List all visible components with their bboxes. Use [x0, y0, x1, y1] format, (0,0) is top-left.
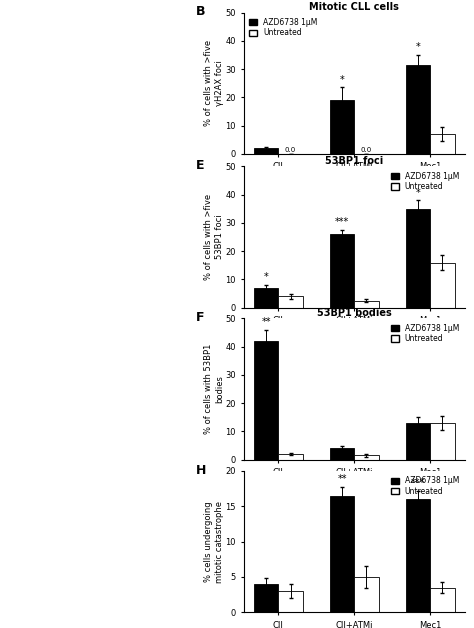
Text: ***: ***	[335, 217, 349, 227]
Bar	[278, 454, 303, 460]
Title: Mitotic CLL cells: Mitotic CLL cells	[310, 2, 399, 12]
Legend: AZD6738 1μM, Untreated: AZD6738 1μM, Untreated	[390, 170, 461, 193]
Bar	[406, 208, 430, 308]
Bar	[354, 577, 379, 612]
Legend: AZD6738 1μM, Untreated: AZD6738 1μM, Untreated	[390, 322, 461, 345]
Bar	[430, 588, 455, 612]
Bar	[354, 455, 379, 460]
Text: H: H	[196, 464, 206, 477]
Text: 0.0: 0.0	[285, 147, 296, 153]
Bar	[406, 499, 430, 612]
Bar	[254, 148, 278, 154]
Bar	[330, 448, 354, 460]
Bar	[430, 263, 455, 308]
Bar	[254, 584, 278, 612]
Y-axis label: % cells undergoing
mitotic catastrophe: % cells undergoing mitotic catastrophe	[204, 501, 224, 583]
Text: B: B	[196, 6, 205, 18]
Text: *: *	[416, 42, 420, 52]
Text: *: *	[416, 188, 420, 197]
Text: 0.0: 0.0	[361, 147, 372, 153]
Bar	[354, 301, 379, 308]
Bar	[330, 100, 354, 154]
Y-axis label: % of cells with 53BP1
bodies: % of cells with 53BP1 bodies	[204, 344, 224, 434]
Bar	[330, 234, 354, 308]
Text: **: **	[262, 317, 271, 327]
Text: F: F	[196, 311, 204, 324]
Bar	[406, 65, 430, 154]
Text: *: *	[340, 75, 345, 85]
Legend: AZD6738 1μM, Untreated: AZD6738 1μM, Untreated	[390, 475, 461, 497]
Y-axis label: % of cells with >five
γH2AX foci: % of cells with >five γH2AX foci	[204, 40, 224, 126]
Bar	[430, 423, 455, 460]
Bar	[330, 495, 354, 612]
Text: **: **	[337, 474, 347, 484]
Text: ***: ***	[411, 478, 425, 488]
Y-axis label: % of cells with >five
53BP1 foci: % of cells with >five 53BP1 foci	[204, 194, 224, 280]
Bar	[278, 296, 303, 308]
Bar	[430, 134, 455, 154]
Legend: AZD6738 1μM, Untreated: AZD6738 1μM, Untreated	[248, 16, 319, 39]
Text: E: E	[196, 160, 204, 172]
Bar	[278, 591, 303, 612]
Title: 53BP1 bodies: 53BP1 bodies	[317, 308, 392, 318]
Bar	[406, 423, 430, 460]
Bar	[254, 288, 278, 308]
Bar	[254, 341, 278, 460]
Title: 53BP1 foci: 53BP1 foci	[325, 156, 383, 166]
Text: *: *	[264, 273, 269, 283]
